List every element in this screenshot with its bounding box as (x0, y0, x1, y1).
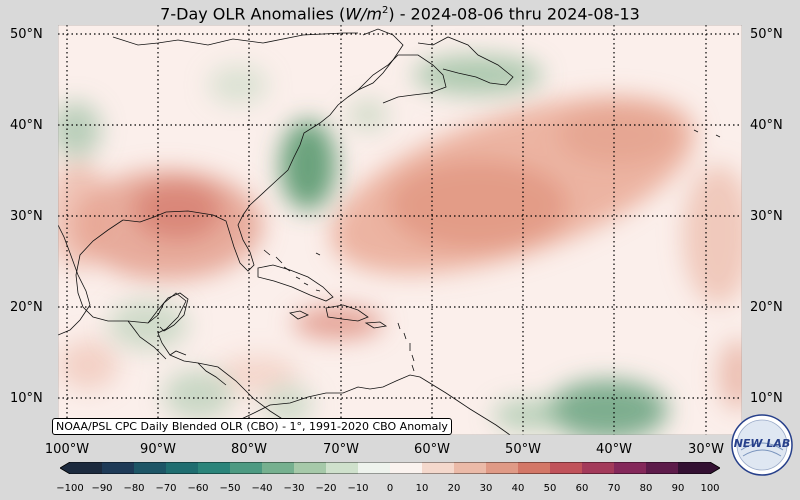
anomaly-map (58, 25, 742, 435)
lat-label-10n: 10°N (10, 391, 43, 406)
colorbar-segment (198, 462, 231, 474)
colorbar-segment (326, 462, 359, 474)
colorbar-segment (230, 462, 263, 474)
lon-label-40w: 40°W (596, 442, 632, 457)
colorbar-segment (294, 462, 327, 474)
lon-label-90w: 90°W (140, 442, 176, 457)
lat-label-20n: 20°N (10, 300, 43, 315)
azores (693, 129, 721, 138)
bahamas (263, 249, 321, 292)
colorbar-tick-label: 30 (479, 483, 493, 494)
lesser-antilles (397, 322, 415, 372)
colorbar-segment (454, 462, 487, 474)
colorbar-extend-low (60, 462, 70, 474)
colorbar-segment (134, 462, 167, 474)
colorbar-segment (390, 462, 423, 474)
gridlines (58, 25, 742, 435)
colorbar-tick-label: −40 (251, 483, 273, 494)
lat-label-right-50n: 50°N (750, 27, 783, 42)
lon-label-70w: 70°W (323, 442, 359, 457)
lon-label-100w: 100°W (44, 442, 90, 457)
maritime-canada (357, 36, 514, 104)
colorbar-tick-label: −100 (56, 483, 84, 494)
colorbar-segment (358, 462, 391, 474)
yucatan (147, 292, 189, 332)
colorbar-tick-label: 80 (639, 483, 653, 494)
newlab-logo-icon: NEW LAB (731, 414, 793, 476)
colorbar-tick-label: −30 (283, 483, 305, 494)
colorbar-tick-label: −70 (155, 483, 177, 494)
colorbar-segment (614, 462, 647, 474)
colorbar-tick-label: 60 (575, 483, 589, 494)
colorbar-tick-label: 50 (543, 483, 557, 494)
lon-label-60w: 60°W (414, 442, 450, 457)
svg-text:NEW LAB: NEW LAB (734, 437, 791, 450)
mexico-pacific-coast (58, 224, 91, 336)
colorbar-segment (518, 462, 551, 474)
south-america-coast (217, 374, 511, 435)
colorbar-tick-label: −80 (123, 483, 145, 494)
lon-label-50w: 50°W (505, 442, 541, 457)
colorbar-segment (262, 462, 295, 474)
lat-label-40n: 40°N (10, 118, 43, 133)
colorbar-segment (166, 462, 199, 474)
colorbar (60, 462, 720, 474)
lat-label-right-20n: 20°N (750, 300, 783, 315)
jamaica (289, 310, 309, 320)
colorbar-tick-label: −90 (91, 483, 113, 494)
north-america-coast (112, 28, 404, 272)
colorbar-tick-label: −60 (187, 483, 209, 494)
map-title: 7-Day OLR Anomalies (W/m2) - 2024-08-06 … (160, 4, 640, 24)
colorbar-segment (70, 462, 103, 474)
colorbar-tick-label: 0 (386, 483, 394, 494)
colorbar-tick-label: −50 (219, 483, 241, 494)
colorbar-tick-label: −10 (347, 483, 369, 494)
lon-label-80w: 80°W (231, 442, 267, 457)
colorbar-segment (678, 462, 711, 474)
colorbar-segment (422, 462, 455, 474)
central-america-border (127, 320, 227, 386)
colorbar-segment (102, 462, 135, 474)
coastlines (58, 28, 721, 435)
negative-anomaly-fields (58, 55, 668, 435)
data-source-credit: NOAA/PSL CPC Daily Blended OLR (CBO) - 1… (52, 418, 452, 435)
colorbar-segment (646, 462, 679, 474)
colorbar-tick-label: 10 (415, 483, 429, 494)
colorbar-tick-label: 40 (511, 483, 525, 494)
gulf-coast-mexico (75, 219, 314, 434)
colorbar-tick-label: −20 (315, 483, 337, 494)
colorbar-tick-label: 70 (607, 483, 621, 494)
lat-label-right-10n: 10°N (750, 391, 783, 406)
lon-label-30w: 30°W (688, 442, 724, 457)
colorbar-tick-label: 90 (671, 483, 685, 494)
lat-label-30n: 30°N (10, 209, 43, 224)
colorbar-segment (550, 462, 583, 474)
colorbar-segment (582, 462, 615, 474)
lat-label-50n: 50°N (10, 27, 43, 42)
colorbar-tick-label: 100 (700, 483, 720, 494)
lat-label-right-30n: 30°N (750, 209, 783, 224)
colorbar-tick-label: 20 (447, 483, 461, 494)
puerto-rico (364, 321, 388, 329)
colorbar-segment (486, 462, 519, 474)
lat-label-right-40n: 40°N (750, 118, 783, 133)
colorbar-extend-high (710, 462, 720, 474)
bermuda (315, 252, 321, 256)
hispaniola (325, 304, 369, 322)
